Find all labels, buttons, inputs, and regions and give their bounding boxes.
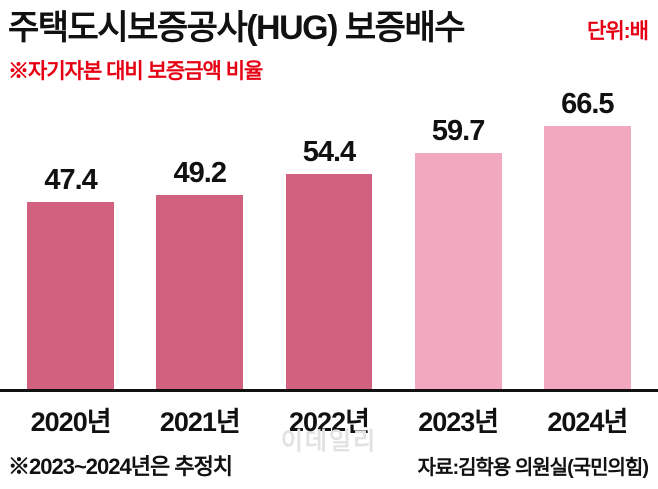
bar-value-label: 59.7 (431, 115, 485, 148)
chart-subtitle: ※자기자본 대비 보증금액 비율 (8, 60, 263, 84)
bar-value-label: 66.5 (561, 88, 614, 121)
category-label-2022년: 2022년 (289, 407, 370, 438)
bar-group-2023년: 59.7 (396, 115, 520, 390)
page-title: 주택도시보증공사(HUG) 보증배수 (8, 9, 466, 47)
bar-2024년 (543, 126, 631, 390)
category-label-2024년: 2024년 (547, 407, 628, 438)
footnote: ※2023~2024년은 추정치 (8, 454, 233, 480)
category-label-2023년: 2023년 (418, 407, 499, 438)
bar-2021년 (156, 195, 244, 390)
chart-header: 주택도시보증공사(HUG) 보증배수 단위:배 (0, 0, 658, 47)
category-labels: 2020년 2021년 2022년 2023년 2024년 (0, 400, 658, 439)
bar-value-label: 49.2 (173, 157, 227, 190)
bars-area: 47.4 49.2 54.4 59.7 66.5 (0, 87, 658, 393)
bar-group-2020년: 47.4 (9, 164, 133, 390)
bar-2022년 (285, 174, 373, 390)
bar-group-2024년: 66.5 (525, 88, 649, 390)
bar-group-2022년: 54.4 (267, 136, 391, 390)
bar-2020년 (27, 202, 114, 390)
category-label-2021년: 2021년 (159, 407, 241, 438)
bar-2023년 (414, 153, 502, 390)
bar-chart: 47.4 49.2 54.4 59.7 66.5 2020년 2021년 2022년 2023… (0, 87, 658, 455)
bar-value-label: 47.4 (44, 164, 97, 197)
chart-footer: ※2023~2024년은 추정치 자료:김학용 의원실(국민의힘) (0, 439, 658, 481)
unit-label: 단위:배 (587, 20, 649, 44)
category-label-2020년: 2020년 (30, 407, 112, 438)
bar-value-label: 54.4 (302, 136, 356, 169)
source-credit: 자료:김학용 의원실(국민의힘) (417, 456, 649, 479)
bar-group-2021년: 49.2 (138, 157, 262, 390)
